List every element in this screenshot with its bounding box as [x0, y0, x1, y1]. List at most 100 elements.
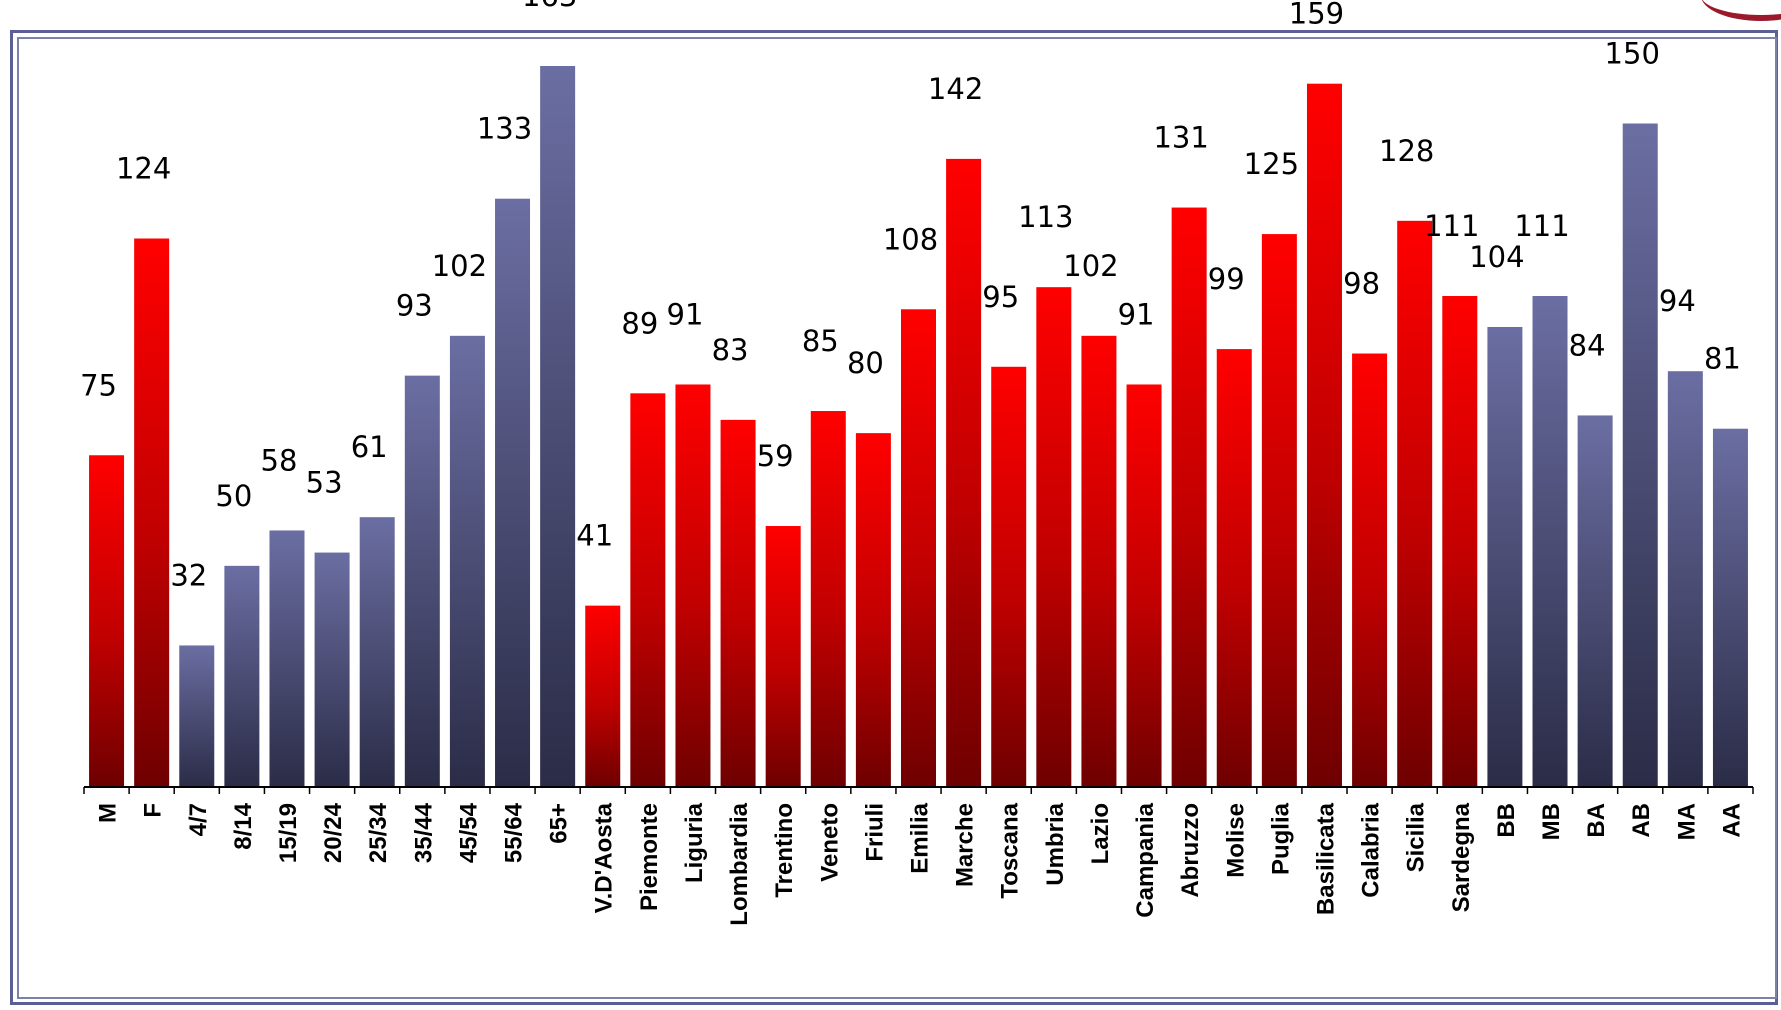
category-label: V.D'Aosta: [591, 802, 618, 913]
bar-Puglia: [1261, 234, 1297, 788]
bar-20/24: [314, 552, 350, 787]
value-label: 53: [306, 466, 343, 500]
value-label: 102: [1063, 249, 1118, 283]
value-label: 128: [1379, 134, 1434, 168]
bar-Friuli: [855, 433, 891, 787]
category-label: 8/14: [230, 802, 257, 849]
category-label: Campania: [1132, 802, 1159, 917]
value-label: 85: [802, 324, 839, 358]
bar-35/44: [404, 375, 440, 787]
value-label: 81: [1704, 342, 1741, 376]
bar-45/54: [449, 335, 485, 787]
bar-Basilicata: [1306, 83, 1342, 788]
value-label: 59: [757, 439, 794, 473]
bar-Sicilia: [1397, 220, 1433, 788]
value-label: 142: [928, 72, 983, 106]
category-label: MB: [1538, 803, 1565, 840]
bar-Molise: [1216, 349, 1252, 787]
value-label: 83: [712, 333, 749, 367]
value-label: 108: [883, 222, 938, 256]
category-label: 35/44: [410, 802, 437, 863]
category-label: Emilia: [907, 802, 934, 873]
bar-Trentino: [765, 526, 801, 787]
value-label: 99: [1208, 262, 1245, 296]
category-label: Molise: [1222, 803, 1249, 878]
value-label: 124: [116, 152, 171, 186]
value-label: 111: [1424, 209, 1479, 243]
bar-Campania: [1126, 384, 1162, 787]
bar-25/34: [359, 517, 395, 787]
value-label: 93: [396, 289, 433, 323]
value-label: 102: [432, 249, 487, 283]
category-label: AB: [1628, 803, 1655, 838]
value-label: 80: [847, 346, 884, 380]
bar-Lazio: [1081, 335, 1117, 787]
category-label: Lombardia: [726, 802, 753, 925]
category-label: 4/7: [185, 803, 212, 836]
value-label: 41: [576, 519, 613, 553]
bar-MB: [1532, 296, 1568, 787]
bar-MA: [1667, 371, 1703, 787]
corner-decoration: [1701, 0, 1781, 21]
value-label: 58: [261, 443, 298, 477]
x-axis-ticks: [83, 787, 1754, 794]
bar-BA: [1577, 415, 1613, 787]
bar-Lombardia: [720, 419, 756, 787]
bar-4/7: [179, 645, 215, 787]
bar-15/19: [269, 530, 305, 787]
category-label: BA: [1583, 803, 1610, 838]
category-label: 65+: [546, 803, 573, 844]
category-label: Piemonte: [636, 803, 663, 911]
value-label: 91: [667, 297, 704, 331]
value-label: 125: [1244, 147, 1299, 181]
category-label: 25/34: [365, 802, 392, 863]
category-label: Veneto: [816, 803, 843, 882]
category-label: Umbria: [1042, 802, 1069, 885]
category-label: F: [140, 803, 167, 818]
category-label: BB: [1493, 803, 1520, 838]
category-label: Lazio: [1087, 803, 1114, 864]
value-label: 159: [1289, 0, 1344, 31]
bar-AB: [1622, 123, 1658, 788]
bar-V.D'Aosta: [585, 605, 621, 787]
category-label: 20/24: [320, 802, 347, 863]
category-label: Marche: [952, 803, 979, 887]
bar-Calabria: [1352, 353, 1388, 787]
value-label: 84: [1569, 328, 1606, 362]
value-label: 113: [1018, 200, 1073, 234]
category-label: Trentino: [771, 803, 798, 898]
bar-Liguria: [675, 384, 711, 787]
value-label: 133: [477, 112, 532, 146]
value-label: 131: [1153, 121, 1208, 155]
inner-frame: [17, 37, 1777, 999]
category-label: 45/54: [455, 802, 482, 863]
bar-Veneto: [810, 411, 846, 787]
category-label: 55/64: [501, 802, 528, 863]
bar-Piemonte: [630, 393, 666, 787]
bar-BB: [1487, 326, 1523, 787]
value-label: 98: [1343, 267, 1380, 301]
bar-AA: [1712, 428, 1748, 787]
bar-Toscana: [991, 366, 1027, 787]
category-label: AA: [1718, 803, 1745, 838]
value-label: 111: [1514, 209, 1569, 243]
bar-Emilia: [901, 309, 936, 787]
value-label: 32: [170, 558, 207, 592]
bar-F: [134, 238, 170, 787]
value-label: 150: [1605, 37, 1660, 71]
bar-8/14: [224, 565, 260, 787]
bar-Sardegna: [1442, 296, 1478, 787]
category-label: Puglia: [1267, 802, 1294, 875]
value-label: 91: [1118, 297, 1155, 331]
bar-Marche: [946, 158, 982, 787]
value-labels-group: 7512432505853619310213316341899183598580…: [80, 0, 1741, 592]
value-label: 163: [522, 0, 577, 13]
bar-Abruzzo: [1171, 207, 1207, 787]
category-label: Liguria: [681, 802, 708, 883]
value-label: 61: [351, 430, 388, 464]
category-label: Abruzzo: [1177, 803, 1204, 898]
value-label: 50: [215, 479, 252, 513]
category-label: Basilicata: [1312, 802, 1339, 915]
value-label: 75: [80, 368, 117, 402]
